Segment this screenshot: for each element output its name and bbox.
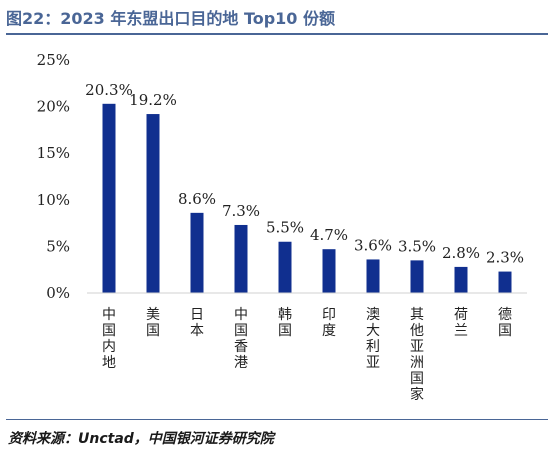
bars <box>102 103 512 293</box>
bar <box>322 249 336 293</box>
bar <box>278 241 292 293</box>
bar <box>410 260 424 293</box>
data-label: 3.5% <box>398 237 436 255</box>
x-category-label: 美国 <box>146 307 160 339</box>
bar <box>146 114 160 293</box>
data-label: 19.2% <box>129 91 177 109</box>
bar <box>102 103 116 293</box>
data-label: 7.3% <box>222 202 260 220</box>
data-label: 20.3% <box>85 81 133 99</box>
x-category-label: 中国香港 <box>234 307 248 371</box>
bar <box>234 224 248 293</box>
x-category-label: 印度 <box>322 307 336 339</box>
chart-title: 图22：2023 年东盟出口目的地 Top10 份额 <box>6 9 336 28</box>
x-category-label: 澳大利亚 <box>366 307 380 371</box>
x-category-label: 中国内地 <box>102 307 116 371</box>
y-tick-label: 25% <box>37 51 70 69</box>
data-label: 4.7% <box>310 226 348 244</box>
y-tick-label: 15% <box>37 144 70 162</box>
x-category-label: 荷兰 <box>454 307 468 339</box>
y-tick-label: 20% <box>37 98 70 116</box>
title-divider <box>6 33 548 35</box>
bar-chart: 0% 5% 10% 15% 20% 25% 20.3%19.2% 8.6% 7.3% 5.5% 4… <box>37 51 527 403</box>
bar <box>498 271 512 293</box>
x-category-label: 其他亚洲国家 <box>410 307 424 403</box>
bar <box>454 266 468 293</box>
bar <box>190 212 204 293</box>
y-axis: 0% 5% 10% 15% 20% 25% <box>37 51 70 302</box>
data-label: 2.3% <box>486 249 524 267</box>
data-label: 8.6% <box>178 190 216 208</box>
bar <box>366 259 380 293</box>
source-note: 资料来源：Unctad，中国银河证券研究院 <box>8 431 274 447</box>
data-label: 3.6% <box>354 236 392 254</box>
x-category-label: 德国 <box>498 307 512 339</box>
y-tick-label: 5% <box>46 237 70 255</box>
data-label: 2.8% <box>442 244 480 262</box>
x-category-label: 韩国 <box>278 307 292 339</box>
y-tick-label: 10% <box>37 191 70 209</box>
source-divider <box>6 419 548 420</box>
data-labels: 20.3%19.2% 8.6% 7.3% 5.5% 4.7% 3.6% 3.5% 2.8% 2.… <box>85 81 524 267</box>
x-category-label: 日本 <box>190 307 204 339</box>
y-tick-label: 0% <box>46 284 70 302</box>
data-label: 5.5% <box>266 219 304 237</box>
